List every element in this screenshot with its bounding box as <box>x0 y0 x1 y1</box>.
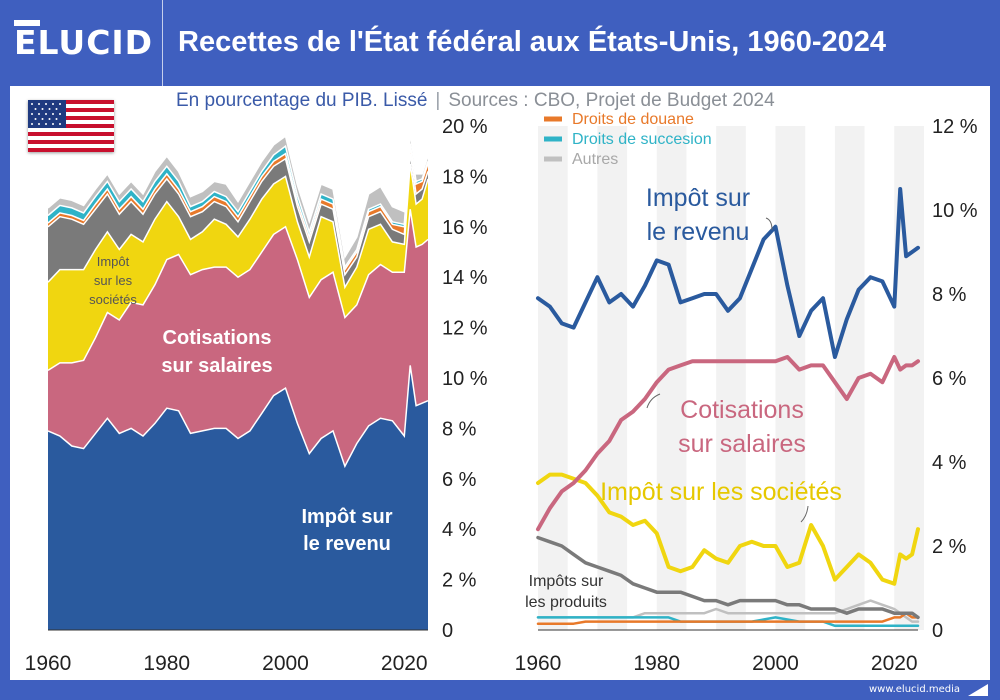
area-y-tick-label: 18 % <box>442 166 488 188</box>
line-label-line: Cotisations <box>680 396 804 424</box>
legend-label-droits-de-douane: Droits de douane <box>572 111 694 128</box>
line-label-line: sur salaires <box>678 430 806 458</box>
line-x-tick-label: 2020 <box>871 652 918 675</box>
area-band-impot-sur-les-societes <box>48 163 428 371</box>
area-band-impots-sur-les-produits <box>48 153 428 288</box>
logo-text: ELUCID <box>14 23 154 62</box>
area-label-line: Cotisations <box>163 327 272 349</box>
header: ELUCID Recettes de l'État fédéral aux Ét… <box>0 0 1000 86</box>
area-y-tick-label: 6 % <box>442 469 477 491</box>
line-y-tick-label: 6 % <box>932 368 967 390</box>
chart-title: Recettes de l'État fédéral aux États-Uni… <box>178 26 887 58</box>
charts-canvas: 0 2 % 4 % 6 % 8 % 10 % 12 % 14 % 16 % 18 % 20 % 196… <box>25 111 978 675</box>
subtitle-unit: En pourcentage du PIB. Lissé <box>176 90 428 111</box>
area-y-tick-label: 14 % <box>442 267 488 289</box>
line-y-tick-label: 4 % <box>932 452 967 474</box>
leader-impot-societes <box>800 505 809 523</box>
chart-panel: En pourcentage du PIB. Lissé | Sources : C… <box>10 86 990 680</box>
area-edge-droits-de-succesion <box>47 143 429 270</box>
area-label-line: sociétés <box>89 292 137 307</box>
line-label-impot-societes: Impôt sur les sociétés <box>600 478 842 506</box>
area-y-tick-label: 20 % <box>442 116 488 138</box>
header-divider <box>162 0 163 86</box>
line-label-impot-sur-le-revenu: Impôt sur le revenu <box>646 184 750 246</box>
line-decade-band <box>597 126 628 630</box>
area-x-tick-label: 1960 <box>25 652 72 675</box>
area-y-tick-label: 10 % <box>442 368 488 390</box>
line-x-tick-label: 1980 <box>633 652 680 675</box>
line-y-tick-label: 2 % <box>932 536 967 558</box>
line-x-tick-label: 1960 <box>515 652 562 675</box>
us-flag-icon <box>28 100 114 152</box>
area-edge-droits-de-douane <box>47 146 429 272</box>
area-label-impot-sur-le-revenu: Impôt sur le revenu <box>301 506 392 555</box>
area-edge-impot-sur-les-societes <box>47 163 429 290</box>
line-series-impot-sur-le-revenu <box>536 187 920 359</box>
area-edge-autres <box>47 133 429 260</box>
line-label-line: le revenu <box>647 218 750 246</box>
line-decade-band <box>538 126 568 630</box>
area-x-tick-label: 2020 <box>381 652 428 675</box>
area-label-line: sur les <box>94 273 133 288</box>
line-x-tick-label: 2000 <box>752 652 799 675</box>
legend-label-autres: Autres <box>572 151 618 168</box>
line-series-droits-de-douane <box>536 611 920 625</box>
line-decade-band <box>775 126 806 630</box>
subtitle: En pourcentage du PIB. Lissé | Sources : C… <box>176 88 986 114</box>
legend-label-droits-de-succesion: Droits de succesion <box>572 131 712 148</box>
area-edge-impot-sur-le-revenu <box>47 365 429 469</box>
area-y-tick-label: 0 <box>442 620 453 642</box>
area-label-line: Impôt sur <box>301 506 392 528</box>
footer-url: www.elucid.media <box>868 684 960 695</box>
elucid-logo: ELUCID <box>14 20 154 66</box>
footer: www.elucid.media <box>0 680 1000 700</box>
line-label-line: les produits <box>525 594 607 611</box>
leader-impot-revenu <box>765 217 773 231</box>
line-label-line: Impôt sur les sociétés <box>600 478 842 506</box>
line-y-tick-label: 0 <box>932 620 943 642</box>
area-label-cotisations: Cotisations sur salaires <box>161 327 272 377</box>
area-y-tick-label: 8 % <box>442 418 477 440</box>
area-label-line: Impôt <box>97 254 130 269</box>
line-series-impot-sur-les-societes <box>536 472 920 586</box>
subtitle-separator: | <box>435 90 441 111</box>
line-series-impots-sur-les-produits <box>536 535 920 620</box>
line-label-line: Impôts sur <box>529 573 604 590</box>
elucid-mark-icon <box>968 684 988 696</box>
area-x-tick-label: 2000 <box>262 652 309 675</box>
area-edge-cotisations-sur-salaires <box>47 209 429 372</box>
line-y-tick-label: 12 % <box>932 116 978 138</box>
line-label-impots-produits: Impôts sur les produits <box>525 573 607 611</box>
line-label-cotisations: Cotisations sur salaires <box>678 396 806 458</box>
subtitle-sources: Sources : CBO, Projet de Budget 2024 <box>448 90 775 111</box>
line-y-tick-label: 10 % <box>932 200 978 222</box>
logo-accent <box>14 20 40 26</box>
area-label-line: sur salaires <box>161 355 272 377</box>
leader-cotisations <box>646 393 661 409</box>
line-y-tick-label: 8 % <box>932 284 967 306</box>
area-y-tick-label: 4 % <box>442 519 477 541</box>
area-y-tick-label: 12 % <box>442 318 488 340</box>
area-y-tick-label: 2 % <box>442 570 477 592</box>
area-y-tick-label: 16 % <box>442 217 488 239</box>
area-edge-impots-sur-les-produits <box>47 153 429 277</box>
area-x-tick-label: 1980 <box>143 652 190 675</box>
line-series-cotisations-sur-salaires <box>536 355 920 532</box>
line-label-line: Impôt sur <box>646 184 750 212</box>
area-label-impot-societes: Impôt sur les sociétés <box>89 254 137 307</box>
area-label-line: le revenu <box>303 533 391 555</box>
